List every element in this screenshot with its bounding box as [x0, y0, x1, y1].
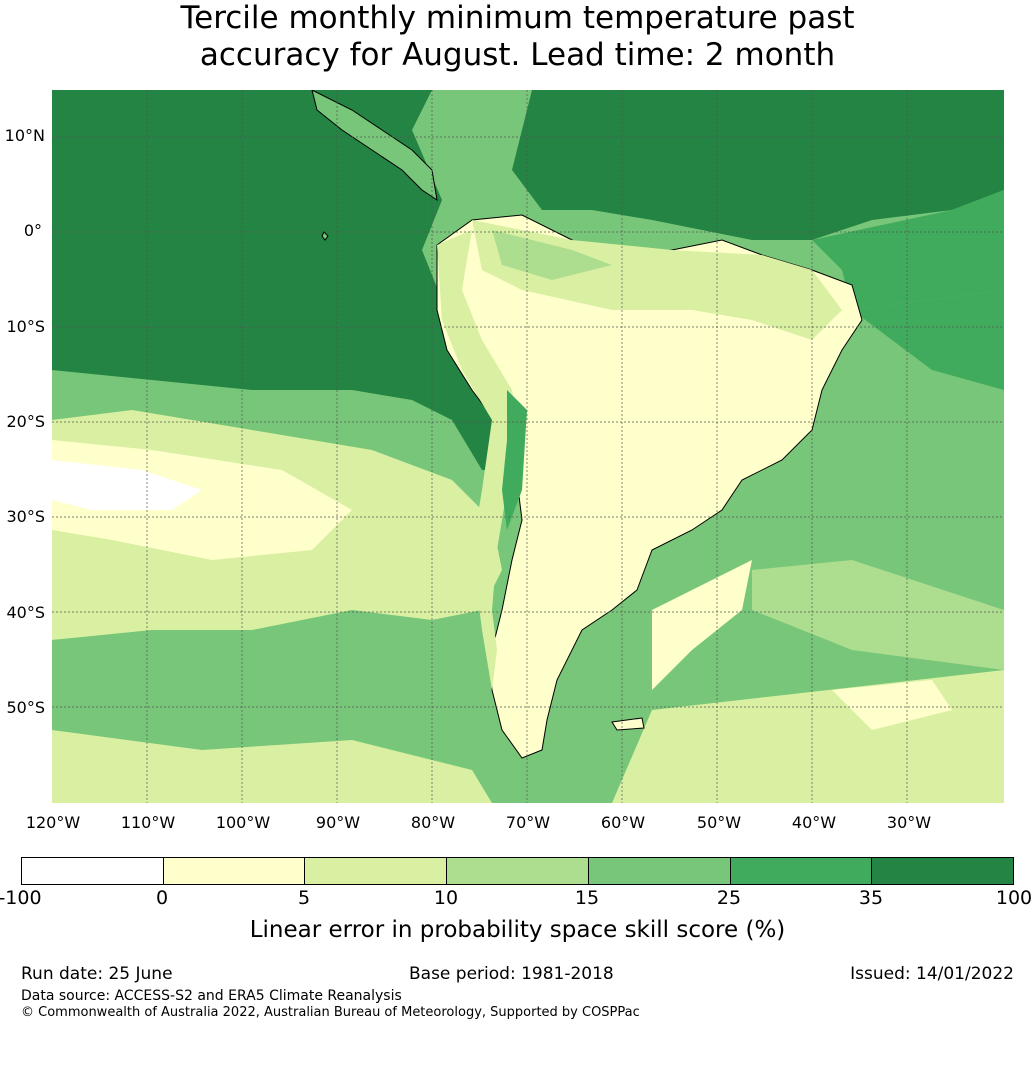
map-title: Tercile monthly minimum temperature past… — [0, 0, 1035, 74]
lon-label-70w: 70°W — [505, 813, 551, 832]
central-america-land — [311, 90, 438, 202]
falkland-islands — [611, 717, 645, 731]
near-zero-patch-southern-ocean — [832, 680, 952, 730]
lon-label-40w: 40°W — [791, 813, 837, 832]
title-line-1: Tercile monthly minimum temperature past — [180, 0, 855, 36]
low-skill-band-south-atlantic — [752, 560, 1004, 670]
legend-tick: 10 — [433, 887, 459, 909]
near-zero-zone-south-atlantic — [652, 560, 752, 690]
title-line-2: accuracy for August. Lead time: 2 month — [199, 37, 836, 73]
lon-label-80w: 80°W — [410, 813, 456, 832]
legend-swatch-1 — [22, 858, 164, 884]
legend-swatch-5 — [588, 858, 731, 884]
mid-skill-band-atlantic — [812, 190, 1004, 310]
lat-label-10s: 10°S — [6, 317, 45, 336]
low-skill-band-south-pacific — [52, 730, 492, 803]
lon-label-110w: 110°W — [120, 813, 176, 832]
lon-label-50w: 50°W — [696, 813, 742, 832]
issued-date: Issued: 14/01/2022 — [850, 964, 1014, 984]
lon-label-60w: 60°W — [600, 813, 646, 832]
lon-label-90w: 90°W — [315, 813, 361, 832]
skill-map — [52, 90, 1004, 803]
legend-swatch-3 — [305, 858, 448, 884]
lat-label-50s: 50°S — [6, 698, 45, 717]
base-period: Base period: 1981-2018 — [409, 964, 614, 984]
lat-label-40s: 40°S — [6, 603, 45, 622]
legend-tick: 100 — [995, 887, 1033, 909]
lon-label-120w: 120°W — [25, 813, 81, 832]
legend-tick: -100 — [0, 887, 42, 909]
graticule — [52, 90, 1004, 803]
copyright: © Commonwealth of Australia 2022, Austra… — [21, 1005, 640, 1020]
lat-label-10n: 10°N — [4, 126, 45, 145]
lon-label-100w: 100°W — [215, 813, 271, 832]
legend-swatch-4 — [447, 858, 589, 884]
lon-label-30w: 30°W — [886, 813, 932, 832]
amazon-mid-skill-patch — [492, 230, 612, 280]
legend-swatch-6 — [730, 858, 873, 884]
high-skill-zone-caribbean — [512, 90, 1004, 240]
run-date: Run date: 25 June — [21, 964, 173, 984]
continent-land — [436, 214, 863, 759]
legend-swatch-7 — [872, 858, 1014, 884]
legend-swatch-2 — [163, 858, 306, 884]
data-source: Data source: ACCESS-S2 and ERA5 Climate … — [21, 988, 402, 1004]
galapagos-island — [321, 231, 329, 241]
lat-label-0: 0° — [23, 221, 42, 240]
legend-colorbar — [21, 857, 1014, 885]
andes-low-skill-strip — [437, 230, 522, 690]
high-skill-zone-north-pacific — [52, 90, 522, 470]
high-skill-zone-east-atlantic — [852, 290, 1004, 390]
coastal-high-skill-strip — [502, 390, 527, 530]
legend-label: Linear error in probability space skill … — [249, 917, 786, 943]
lat-label-20s: 20°S — [6, 412, 45, 431]
legend-tick: 5 — [297, 887, 311, 909]
legend-tick: 35 — [858, 887, 884, 909]
legend-tick: 15 — [574, 887, 600, 909]
legend-tick: 0 — [155, 887, 169, 909]
lat-label-30s: 30°S — [6, 507, 45, 526]
negative-skill-zone-pacific — [52, 460, 202, 510]
legend-tick: 25 — [716, 887, 742, 909]
